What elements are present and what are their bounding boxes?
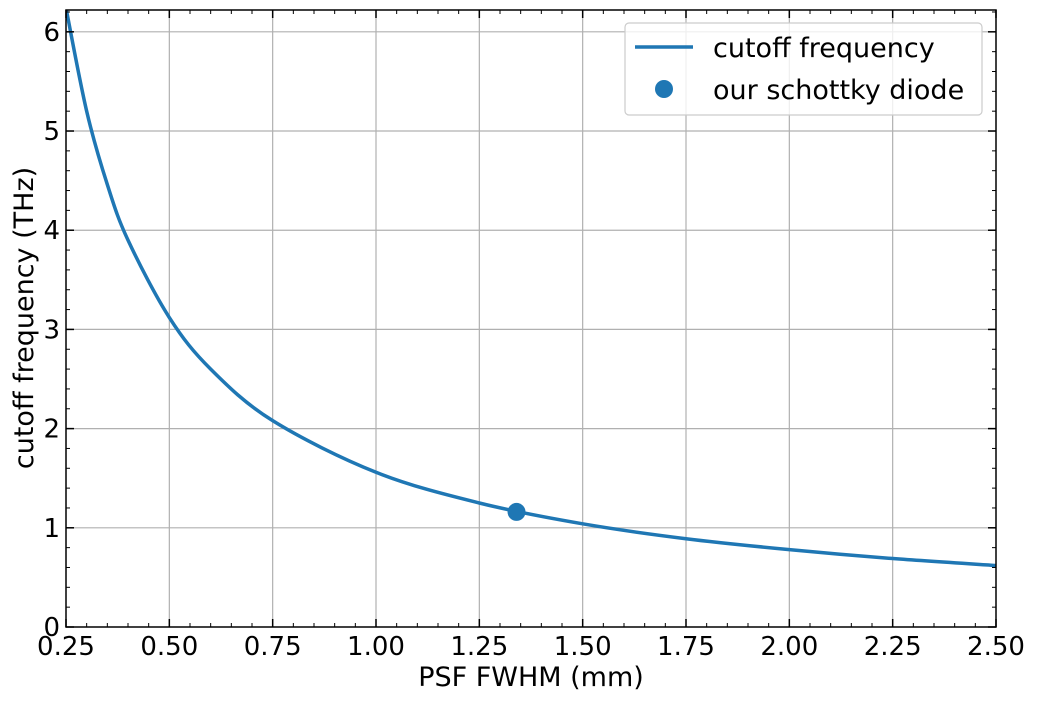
y-tick-label: 3 <box>43 315 60 345</box>
y-axis-label: cutoff frequency (THz) <box>9 167 40 469</box>
x-tick-label: 2.50 <box>967 632 1025 662</box>
y-tick-label: 5 <box>43 117 60 147</box>
legend-box <box>624 22 983 116</box>
legend: cutoff frequency our schottky diode <box>624 22 983 116</box>
legend-marker-swatch <box>655 80 673 98</box>
y-tick-label: 0 <box>43 613 60 643</box>
series-layer <box>66 10 996 568</box>
ticks <box>65 10 997 628</box>
y-tick-label: 2 <box>43 415 60 445</box>
legend-entry-cutoff-frequency: cutoff frequency <box>713 33 935 64</box>
x-tick-label: 1.75 <box>657 632 715 662</box>
y-tick-label: 4 <box>43 216 60 246</box>
x-tick-label: 1.50 <box>554 632 612 662</box>
tick-labels: 0.25 0.50 0.75 1.00 1.25 1.50 1.75 2.00 2.25 2.50… <box>37 18 1025 662</box>
x-tick-label: 0.75 <box>244 632 302 662</box>
x-tick-label: 1.00 <box>347 632 405 662</box>
x-tick-label: 2.00 <box>760 632 818 662</box>
data-point-schottky-diode <box>507 502 526 521</box>
x-axis-label: PSF FWHM (mm) <box>418 662 644 693</box>
y-tick-label: 6 <box>43 18 60 48</box>
x-tick-label: 2.25 <box>864 632 922 662</box>
series-line-cutoff-frequency <box>66 10 996 568</box>
x-tick-label: 0.25 <box>37 632 95 662</box>
x-tick-label: 0.50 <box>140 632 198 662</box>
x-tick-label: 1.25 <box>450 632 508 662</box>
legend-entry-our-schottky-diode: our schottky diode <box>713 75 964 106</box>
y-tick-label: 1 <box>43 514 60 544</box>
plot-frame <box>65 9 997 628</box>
